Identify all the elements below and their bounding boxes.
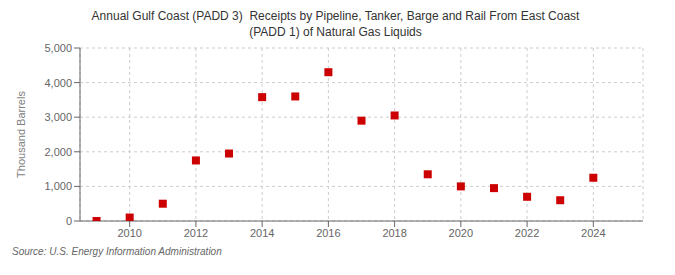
- svg-text:0: 0: [66, 215, 72, 227]
- svg-text:2014: 2014: [250, 227, 274, 239]
- svg-text:5,000: 5,000: [44, 42, 72, 54]
- html-text:Annual Gulf Coast (PADD 3) Rec: Annual Gulf Coast (PADD 3) Receipts by P…: [91, 9, 580, 39]
- html-text:Source: U.S. Energy Informatio: Source: U.S. Energy Information Administ…: [12, 246, 222, 257]
- svg-text:3,000: 3,000: [44, 111, 72, 123]
- svg-text:2,000: 2,000: [44, 146, 72, 158]
- svg-text:2020: 2020: [449, 227, 473, 239]
- svg-text:4,000: 4,000: [44, 77, 72, 89]
- svg-text:2022: 2022: [515, 227, 539, 239]
- svg-text:1,000: 1,000: [44, 180, 72, 192]
- svg-text:2024: 2024: [581, 227, 605, 239]
- svg-text:Thousand Barrels: Thousand Barrels: [15, 91, 27, 178]
- svg-text:2016: 2016: [316, 227, 340, 239]
- svg-text:2012: 2012: [184, 227, 208, 239]
- svg-text:2018: 2018: [382, 227, 406, 239]
- svg-text:2010: 2010: [117, 227, 141, 239]
